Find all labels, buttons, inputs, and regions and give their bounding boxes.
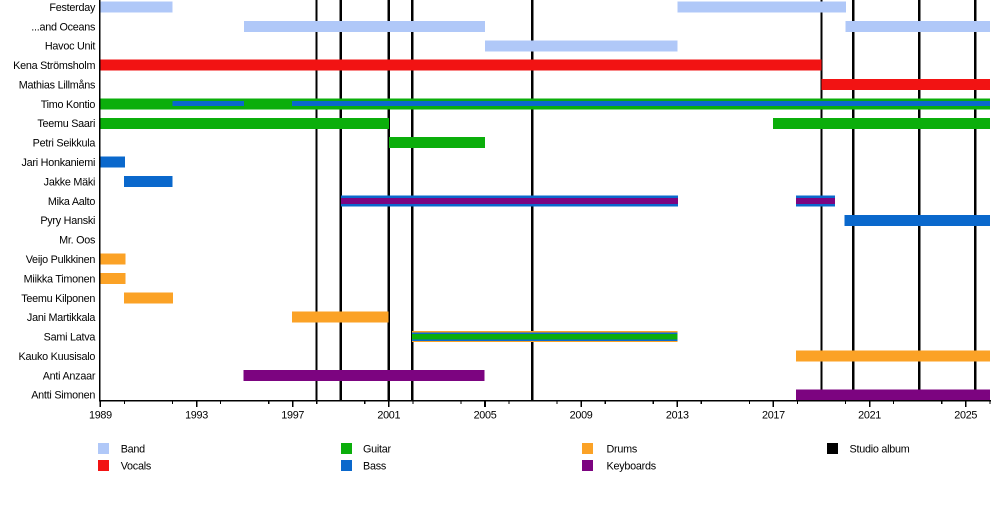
svg-text:2013: 2013 [666, 410, 689, 422]
svg-text:Kauko Kuusisalo: Kauko Kuusisalo [19, 351, 96, 363]
svg-text:2005: 2005 [474, 410, 497, 422]
svg-text:Vocals: Vocals [121, 460, 152, 472]
svg-text:2001: 2001 [377, 410, 400, 422]
svg-text:Keyboards: Keyboards [607, 460, 657, 472]
svg-text:1993: 1993 [185, 410, 208, 422]
svg-text:Guitar: Guitar [363, 443, 392, 455]
svg-text:1989: 1989 [89, 410, 112, 422]
svg-text:Teemu Kilponen: Teemu Kilponen [21, 293, 95, 305]
svg-text:Anti Anzaar: Anti Anzaar [43, 370, 96, 382]
svg-text:1997: 1997 [281, 410, 304, 422]
svg-text:Pyry Hanski: Pyry Hanski [40, 215, 95, 227]
svg-text:Teemu Saari: Teemu Saari [37, 118, 95, 130]
svg-text:Veijo Pulkkinen: Veijo Pulkkinen [26, 254, 96, 266]
svg-text:Bass: Bass [363, 460, 387, 472]
svg-text:Studio album: Studio album [850, 443, 910, 455]
svg-text:Miikka Timonen: Miikka Timonen [24, 273, 96, 285]
svg-text:Mr. Oos: Mr. Oos [59, 235, 96, 247]
svg-text:Kena Strömsholm: Kena Strömsholm [13, 60, 95, 72]
svg-text:Mika Aalto: Mika Aalto [48, 196, 96, 208]
svg-text:Antti Simonen: Antti Simonen [31, 390, 95, 402]
svg-text:Timo Kontio: Timo Kontio [41, 99, 96, 111]
svg-text:Drums: Drums [607, 443, 638, 455]
svg-text:2025: 2025 [954, 410, 977, 422]
svg-text:Havoc Unit: Havoc Unit [45, 41, 96, 53]
svg-text:Jakke Mäki: Jakke Mäki [44, 176, 96, 188]
svg-text:Jani Martikkala: Jani Martikkala [27, 312, 95, 324]
svg-text:2017: 2017 [762, 410, 785, 422]
svg-text:Mathias Lillmåns: Mathias Lillmåns [19, 79, 96, 91]
svg-text:Sami Latva: Sami Latva [44, 332, 96, 344]
svg-text:Petri Seikkula: Petri Seikkula [33, 138, 96, 150]
svg-text:...and Oceans: ...and Oceans [31, 21, 96, 33]
svg-text:Festerday: Festerday [49, 2, 96, 14]
svg-text:Jari Honkaniemi: Jari Honkaniemi [22, 157, 96, 169]
svg-text:Band: Band [121, 443, 145, 455]
svg-text:2021: 2021 [858, 410, 881, 422]
svg-text:2009: 2009 [570, 410, 593, 422]
